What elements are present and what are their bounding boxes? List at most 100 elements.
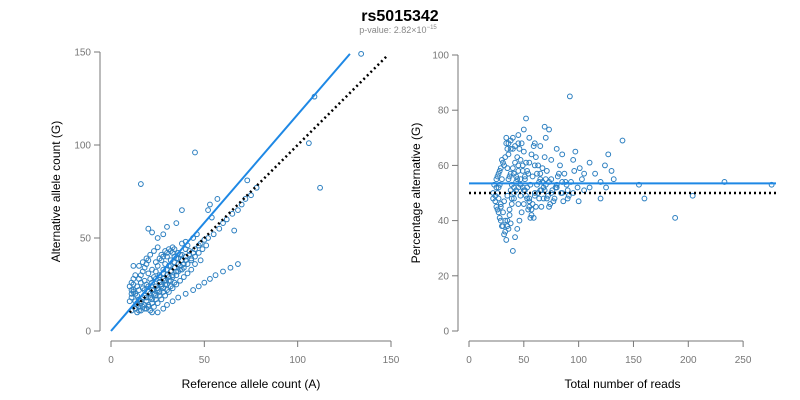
allele-counts-data-point: [212, 272, 219, 279]
percentage-data-point: [531, 190, 538, 196]
percentage-data-point: [574, 184, 581, 191]
percentage-data-point: [514, 154, 521, 161]
allele-counts-data-point: [358, 50, 365, 57]
allele-counts-data-point: [164, 253, 170, 260]
allele-counts-data-point: [188, 257, 195, 264]
allele-counts-data-point: [180, 264, 187, 271]
chart-subtitle: p-value: 2.82×10−15: [359, 25, 437, 35]
allele-counts-data-point: [173, 220, 180, 227]
allele-counts-data-point: [248, 192, 254, 199]
percentage-data-point: [500, 223, 506, 230]
percentage-data-point: [541, 154, 548, 161]
percentage-data-point: [506, 212, 513, 218]
percentage-data-point: [551, 195, 558, 202]
allele-counts-data-point: [154, 244, 161, 251]
allele-counts-data-point: [220, 268, 226, 275]
percentage-data-point: [518, 140, 525, 147]
percentage-data-point: [497, 217, 504, 224]
percentage-data-point: [503, 134, 510, 141]
percentage-data-point: [559, 151, 566, 158]
allele-counts-data-point: [160, 231, 167, 238]
allele-counts-data-point: [195, 249, 202, 256]
allele-counts-data-point: [177, 277, 183, 284]
allele-counts-data-point: [197, 257, 204, 264]
allele-counts-data-point: [167, 277, 174, 284]
allele-counts-data-point: [151, 303, 157, 310]
percentage-data-point: [529, 173, 536, 180]
percentage-data-point: [579, 176, 585, 183]
percentage-data-point: [548, 156, 555, 163]
allele-counts-data-point: [216, 225, 223, 232]
percentage-data-point: [496, 181, 503, 188]
allele-counts-data-point: [154, 235, 161, 241]
percentage-data-point: [513, 179, 520, 185]
allele-counts-y-tick-label: 0: [85, 327, 91, 338]
allele-counts-data-point: [169, 285, 176, 292]
percentage-data-point: [494, 173, 501, 180]
allele-counts-data-point: [154, 300, 161, 307]
percentage-data-point: [494, 206, 501, 213]
percentage-data-point: [530, 143, 537, 149]
percentage-data-point: [526, 203, 533, 210]
allele-counts-data-point: [184, 270, 191, 277]
allele-counts-data-point: [169, 272, 176, 279]
percentage-data-point: [502, 154, 509, 161]
allele-counts-data-point: [195, 283, 202, 290]
percentage-data-point: [520, 201, 527, 207]
percentage-x-tick-label: 50: [518, 355, 530, 366]
percentage-data-point: [515, 201, 522, 207]
percentage-data-point: [500, 159, 506, 166]
percentage-data-point: [520, 148, 527, 155]
percentage-data-point: [525, 206, 532, 213]
percentage-data-point: [545, 192, 551, 199]
percentage-data-point: [563, 181, 570, 188]
allele-counts-data-point: [160, 305, 167, 312]
allele-counts-y-tick-label: 150: [74, 48, 91, 59]
allele-counts-data-point: [171, 259, 178, 266]
allele-counts-data-point: [141, 305, 148, 312]
allele-counts-data-point: [126, 298, 133, 305]
allele-counts-data-point: [162, 292, 169, 299]
allele-counts-data-point: [151, 248, 157, 254]
percentage-data-point: [553, 184, 560, 191]
percentage-data-point: [564, 195, 571, 202]
percentage-data-point: [517, 176, 524, 183]
allele-counts-data-point: [160, 253, 167, 260]
percentage-data-point: [504, 165, 511, 172]
percentage-data-point: [505, 140, 512, 147]
scatter-plot-percentage: 0 20 40 60 80 100 0 50 100 150 200 250 Total number …: [409, 51, 776, 391]
allele-counts-x-tick-label: 150: [383, 355, 400, 366]
percentage-data-point: [493, 203, 500, 210]
percentage-y-tick-label: 80: [438, 106, 450, 117]
percentage-data-point: [528, 151, 535, 158]
allele-counts-data-point: [203, 242, 210, 249]
percentage-data-point: [501, 231, 507, 238]
percentage-data-point: [546, 203, 552, 210]
allele-counts-data-point: [175, 294, 182, 301]
percentage-data-point: [526, 159, 533, 166]
percentage-data-point: [566, 93, 573, 100]
percentage-data-point: [531, 162, 538, 169]
percentage-data-point: [523, 159, 529, 166]
percentage-data-point: [496, 214, 503, 221]
scatter-plot-allele-counts: 0 50 100 150 0 50 100 150 Reference allele count…: [49, 48, 400, 392]
allele-counts-data-point: [317, 184, 323, 191]
percentage-data-point: [526, 198, 533, 205]
allele-counts-x-tick-label: 100: [289, 355, 306, 366]
percentage-data-point: [543, 168, 550, 174]
allele-counts-data-point: [192, 253, 198, 260]
percentage-data-point: [520, 187, 527, 194]
allele-counts-data-point: [164, 281, 170, 288]
allele-counts-data-point: [167, 248, 174, 254]
percentage-x-tick-label: 200: [680, 355, 697, 366]
percentage-y-tick-label: 0: [443, 327, 449, 338]
percentage-data-point: [538, 203, 545, 210]
percentage-data-point: [528, 212, 535, 218]
percentage-data-point: [534, 170, 540, 177]
percentage-data-point: [541, 123, 548, 130]
percentage-data-point: [586, 159, 593, 166]
allele-counts-data-point: [227, 264, 234, 271]
percentage-data-point: [503, 140, 510, 147]
percentage-data-point: [602, 162, 608, 169]
allele-counts-data-point: [179, 251, 185, 258]
